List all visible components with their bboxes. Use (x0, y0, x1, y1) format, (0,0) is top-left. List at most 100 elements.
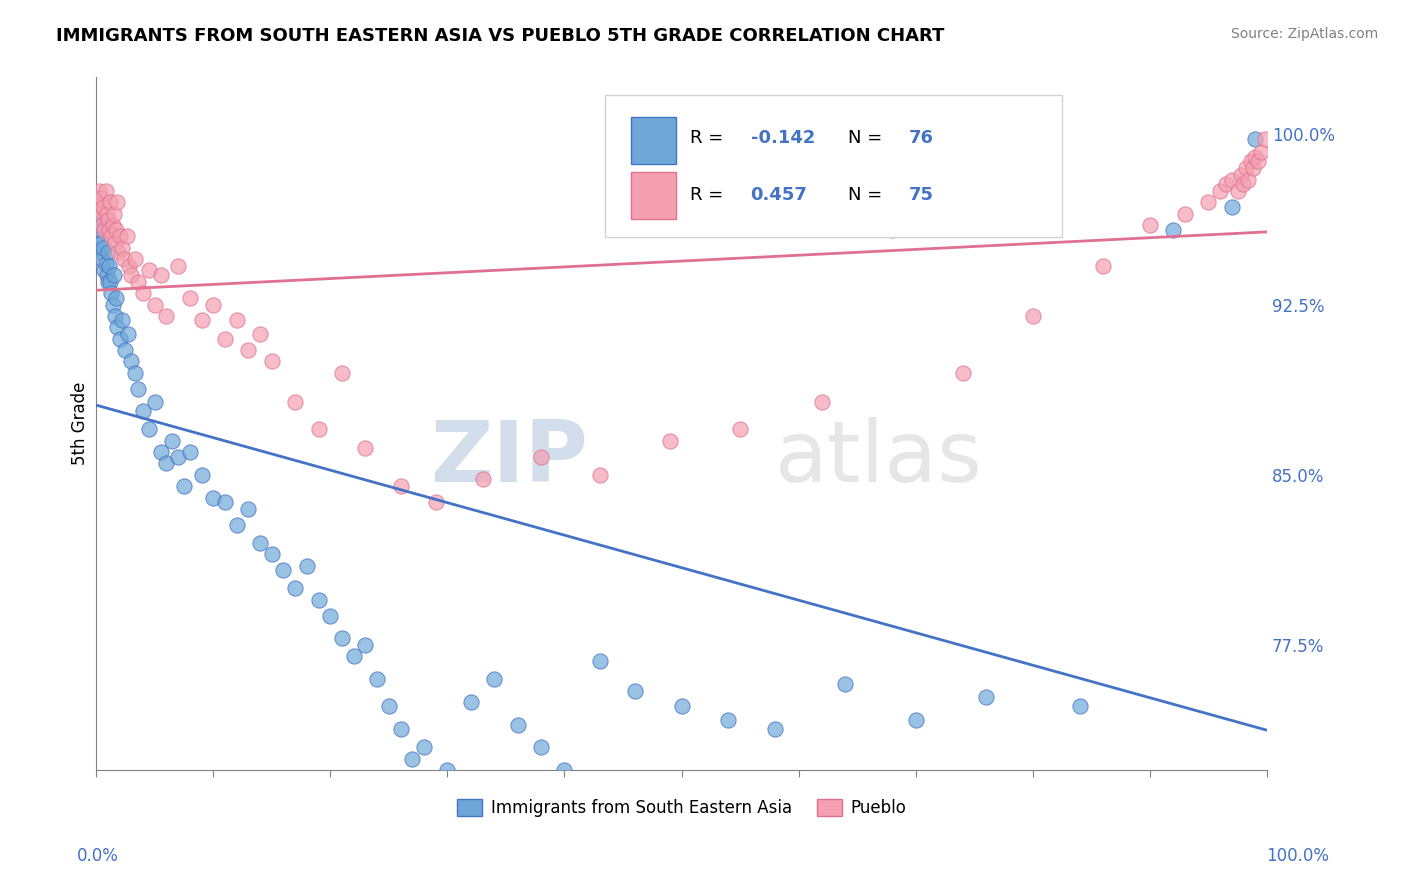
Point (460, 695, 482, 709)
Point (425, 495, 447, 509)
Point (91, 200, 114, 214)
Point (98, 222, 121, 236)
Point (1241, 161, 1264, 176)
Point (214, 495, 236, 509)
Point (1139, 218, 1161, 232)
Point (86, 200, 108, 214)
Point (1244, 150, 1267, 164)
Point (173, 479, 195, 493)
Point (530, 450, 553, 464)
Text: 100.0%: 100.0% (1265, 847, 1329, 864)
Point (249, 536, 271, 550)
Point (87, 229, 110, 244)
Point (138, 422, 160, 436)
Point (96, 207, 118, 221)
Point (225, 517, 247, 532)
Point (260, 354, 283, 368)
Point (330, 632, 353, 646)
Point (103, 268, 125, 282)
FancyBboxPatch shape (606, 95, 1062, 236)
Point (308, 592, 330, 607)
Point (1022, 309, 1045, 323)
Point (1230, 168, 1253, 182)
Text: R =: R = (690, 186, 728, 204)
Point (87, 184, 110, 198)
Point (671, 699, 693, 714)
Point (366, 672, 388, 686)
Point (105, 291, 128, 305)
Point (1091, 259, 1114, 273)
Point (952, 366, 974, 380)
Point (484, 672, 506, 686)
Point (284, 582, 307, 596)
Point (100, 286, 122, 301)
Point (623, 683, 645, 698)
Point (105, 195, 128, 210)
Point (94, 184, 117, 198)
Point (91, 241, 114, 255)
Point (112, 252, 135, 266)
Point (506, 717, 529, 731)
Point (105, 222, 128, 236)
Point (132, 286, 155, 301)
Point (214, 332, 236, 346)
Point (882, 222, 904, 236)
Point (190, 467, 212, 482)
Text: 76: 76 (908, 129, 934, 147)
Point (104, 309, 127, 323)
Point (295, 558, 318, 573)
Point (155, 457, 177, 471)
Y-axis label: 5th Grade: 5th Grade (72, 382, 89, 466)
Text: N =: N = (848, 129, 887, 147)
Point (93, 263, 115, 277)
Point (124, 252, 146, 266)
Point (834, 676, 856, 690)
Point (84, 207, 107, 221)
FancyBboxPatch shape (631, 172, 676, 219)
Point (127, 275, 149, 289)
Point (111, 241, 134, 255)
Point (354, 638, 377, 652)
Point (238, 501, 260, 516)
Point (167, 450, 190, 464)
Point (89, 222, 111, 236)
Point (1209, 184, 1232, 198)
Text: 0.0%: 0.0% (77, 847, 120, 864)
Point (413, 740, 436, 755)
Point (354, 441, 377, 455)
Point (179, 291, 201, 305)
Point (120, 268, 142, 282)
Point (115, 229, 138, 244)
Point (124, 366, 146, 380)
Point (436, 763, 458, 777)
Point (162, 434, 184, 448)
Point (1161, 222, 1184, 236)
Point (84, 195, 107, 210)
Point (149, 268, 172, 282)
Point (103, 207, 125, 221)
Point (308, 422, 330, 436)
Point (105, 320, 128, 334)
Point (658, 434, 681, 448)
Point (389, 479, 412, 493)
Point (1232, 177, 1254, 191)
Point (149, 445, 172, 459)
Point (97, 245, 120, 260)
Point (108, 332, 131, 346)
Point (94, 257, 117, 271)
Point (167, 259, 190, 273)
Point (104, 236, 127, 251)
Point (97, 275, 120, 289)
Point (108, 229, 131, 244)
Point (98, 195, 121, 210)
Point (117, 326, 139, 341)
Point (143, 297, 166, 311)
Point (90, 236, 112, 251)
Point (132, 404, 155, 418)
Point (974, 690, 997, 705)
Point (91, 218, 114, 232)
Point (87, 245, 110, 260)
Point (111, 313, 134, 327)
Text: R =: R = (690, 129, 728, 147)
Text: -0.142: -0.142 (751, 129, 815, 147)
